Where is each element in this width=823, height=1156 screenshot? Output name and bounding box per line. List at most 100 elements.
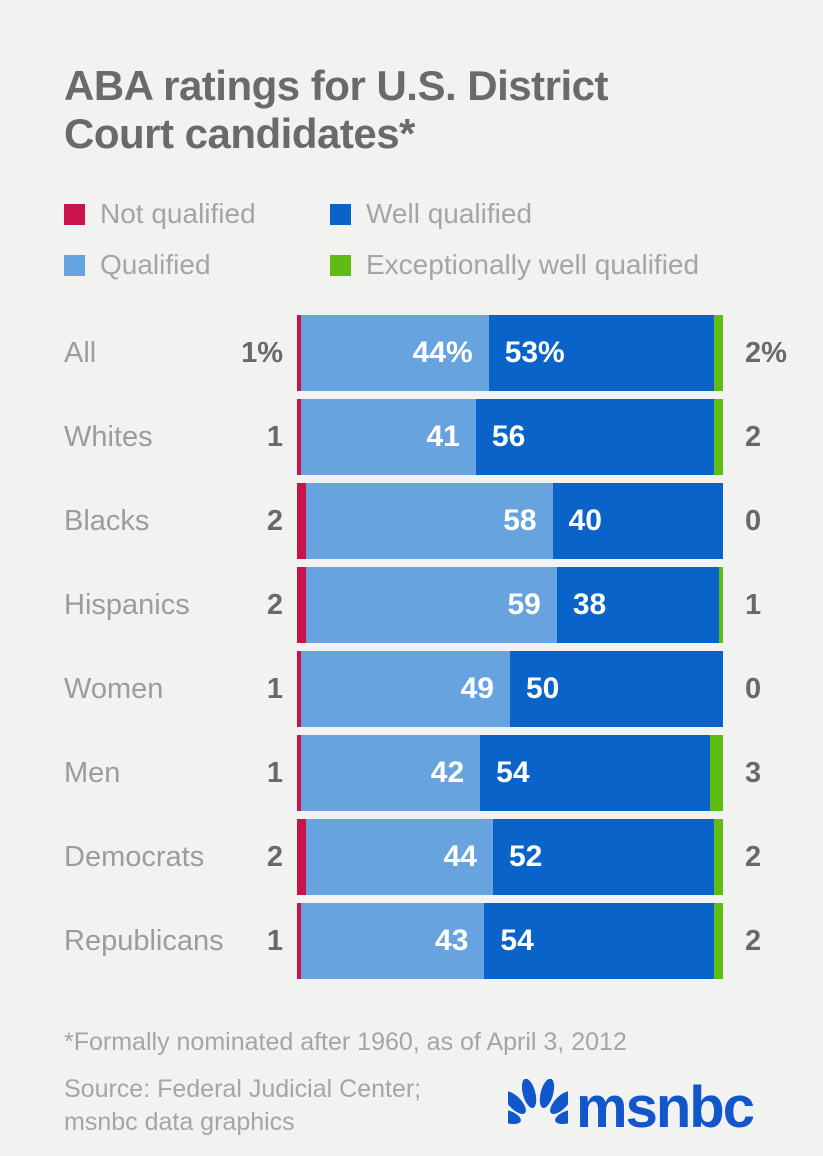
bar-row-women: Women 1 49 50 0 — [64, 651, 823, 727]
not-qualified-value: 2 — [266, 504, 283, 537]
bar-row-men: Men 1 42 54 3 — [64, 735, 823, 811]
exceptionally-well-qualified-value: 2 — [745, 924, 762, 957]
well-qualified-value-label: 52 — [508, 840, 543, 873]
legend: Not qualified Well qualified Qualified Exce… — [64, 198, 823, 281]
well-qualified-swatch-icon — [330, 203, 351, 225]
category-label: Blacks — [64, 504, 150, 537]
segment-not-qualified — [297, 819, 306, 895]
exceptionally-well-qualified-value: 2 — [745, 420, 762, 453]
not-qualified-value: 1 — [266, 924, 283, 957]
legend-item-not-qualified: Not qualified — [64, 198, 330, 230]
well-qualified-value-label: 40 — [568, 504, 602, 537]
exceptionally-well-qualified-value: 1 — [745, 588, 762, 621]
segment-not-qualified — [297, 735, 302, 811]
segment-qualified: 49 — [301, 651, 510, 727]
segment-qualified: 43 — [301, 903, 485, 979]
stacked-bar: 42 54 — [297, 735, 723, 811]
segment-qualified: 41 — [301, 399, 476, 475]
bar-row-hispanics: Hispanics 2 59 38 1 — [64, 567, 823, 643]
footnote: *Formally nominated after 1960, as of Ap… — [64, 1028, 627, 1056]
stacked-bar: 44 52 — [297, 819, 723, 895]
segment-exceptionally-well-qualified — [714, 903, 723, 979]
exceptionally-well-qualified-value: 2 — [745, 840, 762, 873]
legend-label: Exceptionally well qualified — [366, 249, 700, 280]
segment-well-qualified: 40 — [552, 483, 723, 559]
bar-row-blacks: Blacks 2 58 40 0 — [64, 483, 823, 559]
segment-well-qualified: 50 — [509, 651, 723, 727]
category-label: Republicans — [64, 924, 224, 957]
segment-qualified: 44 — [305, 819, 493, 895]
bottom-row: Source: Federal Judicial Center; msnbc d… — [64, 1073, 823, 1139]
qualified-value-label: 49 — [460, 672, 494, 705]
segment-qualified: 59 — [305, 567, 557, 643]
segment-exceptionally-well-qualified — [710, 735, 723, 811]
well-qualified-value-label: 38 — [572, 588, 607, 621]
legend-item-exceptionally-well-qualified: Exceptionally well qualified — [330, 249, 823, 281]
stacked-bar: 58 40 — [297, 483, 723, 559]
segment-not-qualified — [297, 315, 302, 391]
stacked-bar: 44% 53% — [297, 315, 723, 391]
qualified-value-label: 43 — [435, 924, 469, 957]
legend-label: Qualified — [100, 249, 211, 280]
well-qualified-value-label: 54 — [500, 924, 534, 957]
stacked-bar: 59 38 — [297, 567, 723, 643]
qualified-value-label: 44% — [412, 336, 473, 369]
qualified-value-label: 42 — [430, 756, 465, 789]
segment-exceptionally-well-qualified — [714, 819, 723, 895]
not-qualified-value: 1 — [266, 756, 283, 789]
not-qualified-swatch-icon — [64, 203, 85, 225]
well-qualified-value-label: 53% — [504, 336, 565, 369]
segment-exceptionally-well-qualified — [718, 567, 723, 643]
well-qualified-value-label: 50 — [525, 672, 560, 705]
not-qualified-value: 2 — [266, 588, 283, 621]
segment-well-qualified: 38 — [556, 567, 719, 643]
qualified-value-label: 59 — [507, 588, 541, 621]
segment-not-qualified — [297, 651, 302, 727]
category-label: Democrats — [64, 840, 205, 873]
segment-not-qualified — [297, 483, 306, 559]
msnbc-logo: msnbc — [508, 1075, 755, 1140]
segment-well-qualified: 54 — [480, 735, 711, 811]
category-label: Hispanics — [64, 588, 190, 621]
msnbc-wordmark: msnbc — [576, 1075, 755, 1140]
legend-item-qualified: Qualified — [64, 249, 330, 281]
exceptionally-well-qualified-value: 0 — [745, 672, 762, 705]
well-qualified-value-label: 54 — [496, 756, 530, 789]
exceptionally-well-qualified-value: 2% — [745, 336, 787, 369]
qualified-swatch-icon — [64, 254, 85, 276]
stacked-bar: 43 54 — [297, 903, 723, 979]
source-credit: Source: Federal Judicial Center; msnbc d… — [64, 1073, 421, 1139]
category-label: Women — [64, 672, 164, 705]
stacked-bar: 49 50 — [297, 651, 723, 727]
bar-row-all: All 1% 44% 53% 2% — [64, 315, 823, 391]
segment-well-qualified: 53% — [488, 315, 715, 391]
stacked-bar: 41 56 — [297, 399, 723, 475]
segment-well-qualified: 52 — [492, 819, 715, 895]
exceptionally-well-qualified-value: 0 — [745, 504, 762, 537]
legend-label: Well qualified — [366, 198, 533, 229]
exceptionally-well-qualified-value: 3 — [745, 756, 762, 789]
legend-item-well-qualified: Well qualified — [330, 198, 823, 230]
category-label: Whites — [64, 420, 153, 453]
segment-not-qualified — [297, 903, 302, 979]
qualified-value-label: 58 — [503, 504, 537, 537]
bar-row-whites: Whites 1 41 56 2 — [64, 399, 823, 475]
segment-exceptionally-well-qualified — [714, 399, 723, 475]
source-line-2: msnbc data graphics — [64, 1108, 295, 1136]
not-qualified-value: 1 — [266, 672, 283, 705]
bar-row-republicans: Republicans 1 43 54 2 — [64, 903, 823, 979]
category-label: Men — [64, 756, 121, 789]
bar-row-democrats: Democrats 2 44 52 2 — [64, 819, 823, 895]
legend-label: Not qualified — [100, 198, 256, 229]
segment-not-qualified — [297, 567, 306, 643]
source-line-1: Source: Federal Judicial Center; — [64, 1075, 422, 1103]
segment-qualified: 44% — [301, 315, 489, 391]
not-qualified-value: 1 — [266, 420, 283, 453]
well-qualified-value-label: 56 — [491, 420, 526, 453]
category-label: All — [64, 336, 97, 369]
segment-not-qualified — [297, 399, 302, 475]
qualified-value-label: 41 — [426, 420, 460, 453]
not-qualified-value: 2 — [266, 840, 283, 873]
segment-exceptionally-well-qualified — [714, 315, 723, 391]
